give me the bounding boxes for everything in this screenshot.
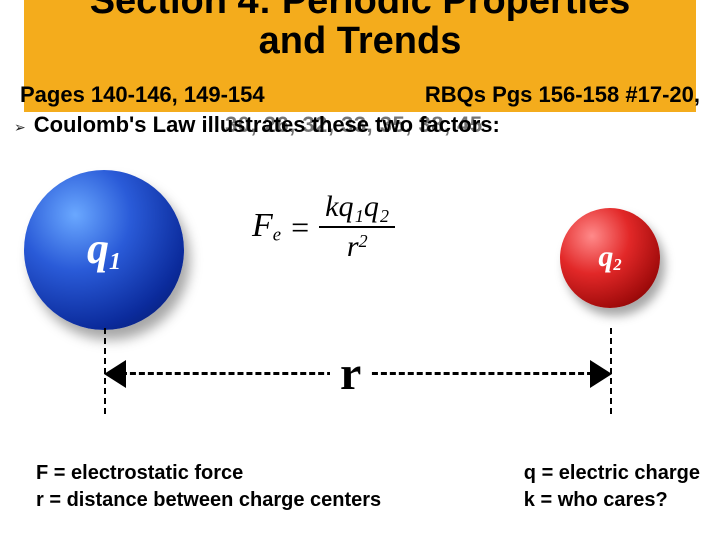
legend-q: q = electric charge [524, 462, 700, 485]
bullet-text: Coulomb's Law illustrates these two fact… [34, 112, 500, 138]
fraction-bar [319, 226, 395, 228]
coulomb-formula: Fe = kq₁q₂ r2 [252, 190, 395, 264]
pages-ref: Pages 140-146, 149-154 [20, 82, 265, 108]
formula-denominator: r2 [341, 230, 374, 264]
legend-left-col: F = electrostatic force r = distance bet… [36, 462, 381, 512]
charge-q2: q2 [560, 208, 660, 308]
q1-sub: 1 [109, 249, 121, 276]
q1-label: q1 [87, 223, 121, 276]
q1-base: q [87, 224, 109, 273]
charge-q1: q1 [24, 170, 184, 330]
formula-fraction: kq₁q₂ r2 [319, 190, 395, 264]
title-line-1: Section 4: Periodic Properties [90, 0, 631, 22]
formula-lhs: Fe [252, 207, 281, 247]
coulomb-diagram: q1 q2 Fe = kq₁q₂ r2 r [30, 150, 670, 450]
q2-sub: 2 [613, 256, 621, 275]
formula-equals: = [291, 209, 309, 246]
arrow-left-icon [104, 360, 126, 388]
formula-F-sub: e [273, 225, 281, 246]
legend-right-col: q = electric charge k = who cares? [524, 462, 700, 512]
arrow-right-icon [590, 360, 612, 388]
legend-F: F = electrostatic force [36, 462, 381, 485]
title-line-2: and Trends [259, 22, 462, 62]
legend-k: k = who cares? [524, 489, 700, 512]
legend: F = electrostatic force r = distance bet… [36, 462, 700, 512]
bullet-chevron-icon: ➢ [14, 119, 26, 136]
formula-F: F [252, 207, 273, 244]
q2-base: q [598, 240, 613, 273]
rbq-ref: RBQs Pgs 156-158 #17-20, [425, 82, 700, 108]
r-label: r [330, 346, 371, 401]
q2-label: q2 [598, 240, 621, 275]
bullet-row: ➢ Coulomb's Law illustrates these two fa… [14, 112, 706, 138]
legend-r: r = distance between charge centers [36, 489, 381, 512]
denom-r: r [347, 230, 359, 263]
subtitle-row: Pages 140-146, 149-154 RBQs Pgs 156-158 … [20, 82, 700, 108]
denom-exp: 2 [359, 231, 368, 251]
formula-numerator: kq₁q₂ [319, 190, 395, 224]
